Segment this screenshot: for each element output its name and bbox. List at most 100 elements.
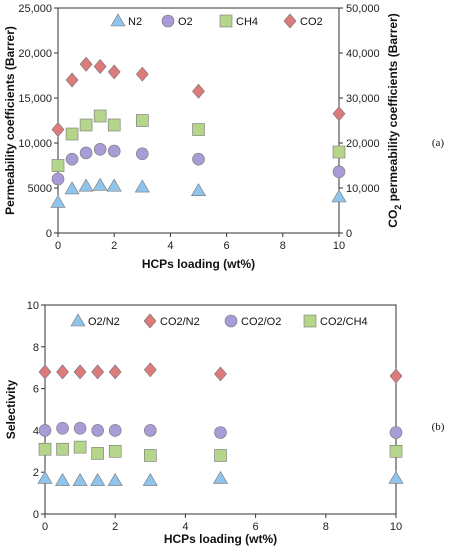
x-tick-label: 4 [182, 521, 188, 533]
data-point-co2-ch4 [214, 449, 227, 462]
y2-tick-label: 20,000 [346, 138, 380, 150]
chart-b: 0 2 4 6 8 10 0 2 4 6 8 10 O2/N2 CO2/N2 CO2/O2 CO2/CH4… [4, 300, 445, 546]
data-point-ch4 [192, 123, 205, 136]
y2-tick-label: 40,000 [346, 48, 380, 60]
data-point-co2-n2 [56, 364, 69, 380]
y-tick-label: 4 [33, 425, 39, 437]
legend-label-co2-ch4: CO2/CH4 [320, 316, 368, 328]
data-point-co2-ch4 [108, 444, 122, 458]
y-tick-label: 6 [33, 384, 39, 396]
data-point-o2 [65, 152, 79, 166]
data-point-co2-n2 [214, 366, 227, 382]
legend-label-o2-n2: O2/N2 [88, 316, 120, 328]
y-tick-label: 10 [27, 300, 39, 312]
data-point-o2-n2 [55, 472, 71, 486]
x-tick-label: 2 [112, 521, 118, 533]
x-tick-label: 8 [280, 240, 286, 252]
chart-b-y-axis: 0 2 4 6 8 10 [27, 300, 45, 521]
data-point-ch4 [332, 145, 346, 159]
chart-b-legend: O2/N2 CO2/N2 CO2/O2 CO2/CH4 [70, 313, 368, 329]
y-tick-label: 5000 [28, 183, 52, 195]
legend-marker-co2 [283, 13, 297, 29]
data-point-co2-o2 [108, 424, 122, 437]
x-tick-label: 10 [333, 240, 345, 252]
data-point-co2-n2 [143, 362, 157, 378]
legend-label-co2: CO2 [300, 16, 323, 28]
data-point-co2-o2 [38, 424, 52, 437]
y2-tick-label: 30,000 [346, 93, 380, 105]
legend-marker-o2 [161, 14, 175, 28]
data-point-co2-n2 [108, 364, 122, 380]
data-point-ch4 [107, 118, 121, 132]
data-point-co2-ch4 [389, 444, 403, 458]
data-point-ch4 [65, 127, 79, 141]
data-point-o2-n2 [388, 470, 404, 484]
x-tick-label: 6 [253, 521, 259, 533]
data-point-co2 [65, 72, 79, 88]
data-point-n2 [92, 177, 108, 191]
y2-title-part-1: CO [386, 210, 400, 228]
y-tick-label: 0 [46, 228, 52, 240]
x-tick-label: 8 [323, 521, 329, 533]
chart-b-plot-frame [44, 304, 397, 515]
data-point-n2 [134, 179, 150, 193]
data-point-co2 [79, 56, 93, 72]
data-point-co2-n2 [73, 364, 87, 380]
chart-a-x-axis: 0 2 4 6 8 10 [55, 233, 345, 252]
x-tick-label: 0 [42, 521, 48, 533]
data-point-o2-n2 [107, 472, 123, 486]
data-point-co2-o2 [144, 424, 157, 437]
legend-label-n2: N2 [128, 16, 142, 28]
data-point-co2 [107, 64, 121, 80]
data-point-co2-ch4 [38, 442, 52, 456]
y-tick-label: 10,000 [18, 138, 52, 150]
x-tick-label: 4 [167, 240, 173, 252]
chart-a-legend: N2 O2 CH4 CO2 [110, 13, 323, 29]
chart-b-y-axis-title: Selectivity [4, 379, 18, 439]
data-point-ch4 [51, 159, 65, 172]
legend-marker-co2-o2 [224, 314, 238, 328]
data-point-o2-n2 [72, 472, 88, 486]
data-point-co2-n2 [38, 364, 52, 380]
chart-a-y2-axis: 0 10,000 20,000 30,000 40,000 50,000 [339, 3, 380, 240]
data-point-co2-ch4 [91, 447, 104, 460]
chart-a-y-axis-title: Permeability coefficients (Barrer) [3, 26, 17, 215]
chart-b-x-axis-title: HCPs loading (wt%) [164, 532, 277, 546]
y-tick-label: 8 [33, 342, 39, 354]
data-point-n2 [78, 178, 94, 192]
data-point-co2-n2 [91, 364, 105, 380]
chart-b-x-axis: 0 2 4 6 8 10 [42, 514, 402, 533]
y-tick-label: 15,000 [18, 93, 52, 105]
x-tick-label: 10 [390, 521, 402, 533]
data-point-co2-o2 [91, 424, 104, 437]
y2-tick-label: 0 [346, 228, 352, 240]
legend-label-o2: O2 [178, 16, 193, 28]
y2-title-subscript: 2 [393, 205, 403, 210]
data-point-co2-o2 [214, 426, 227, 439]
data-point-co2 [93, 59, 107, 74]
data-point-co2-o2 [56, 422, 69, 435]
y-tick-label: 0 [33, 509, 39, 521]
chart-a-panel-label: (a) [432, 137, 445, 149]
data-point-co2 [135, 66, 149, 82]
chart-b-marks [37, 362, 404, 486]
data-point-n2 [50, 194, 66, 208]
data-point-co2-o2 [389, 426, 403, 439]
legend-label-ch4: CH4 [236, 16, 258, 28]
y-tick-label: 20,000 [18, 48, 52, 60]
data-point-o2 [93, 143, 107, 156]
data-point-co2 [192, 83, 205, 99]
chart-a-marks [50, 56, 347, 208]
legend-marker-n2 [110, 13, 126, 27]
legend-marker-co2-n2 [143, 313, 157, 329]
data-point-co2-ch4 [144, 449, 157, 462]
chart-a-x-axis-title: HCPs loading (wt%) [142, 257, 255, 271]
data-point-n2 [64, 181, 80, 195]
data-point-co2-ch4 [56, 442, 69, 456]
data-point-o2 [192, 152, 205, 166]
data-point-n2 [331, 189, 347, 203]
chart-a-y2-axis-title: CO2 permeability coefficients (Barrer) [386, 13, 403, 227]
data-point-co2 [51, 122, 65, 137]
y-tick-label: 2 [33, 467, 39, 479]
chart-a-y-axis: 0 5000 10,000 15,000 20,000 25,000 [18, 3, 58, 240]
